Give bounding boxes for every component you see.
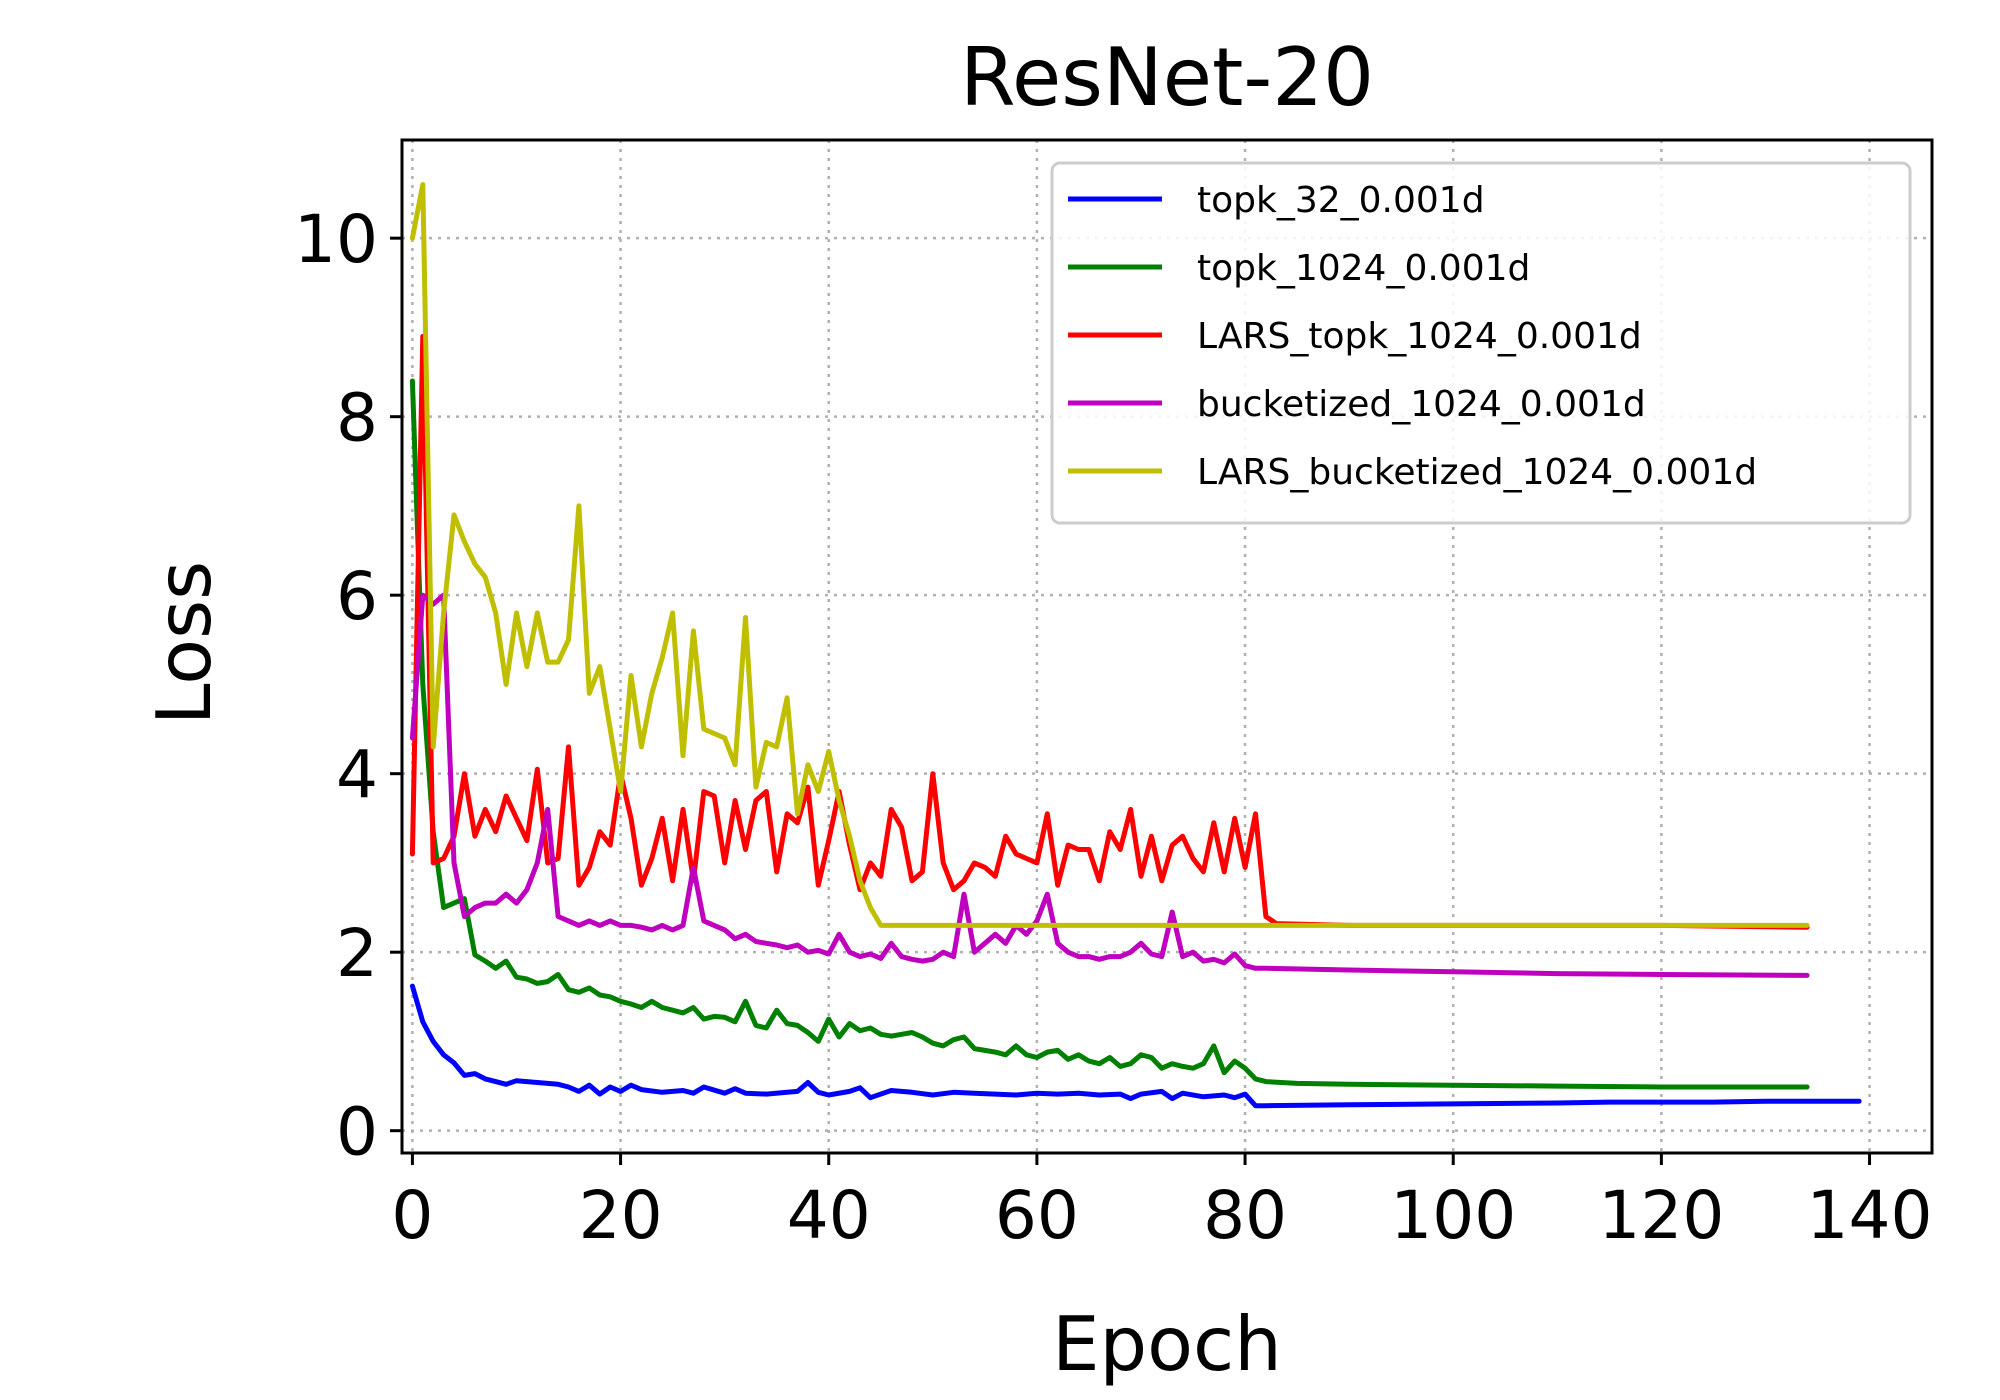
series-lines xyxy=(409,182,1862,1109)
x-tick-label-7: 140 xyxy=(1807,1177,1933,1254)
legend-label-1: topk_1024_0.001d xyxy=(1197,248,1530,289)
legend-box xyxy=(1050,161,1912,525)
series-line-3 xyxy=(409,592,1810,978)
chart-title: ResNet-20 xyxy=(960,31,1374,124)
series-line-4 xyxy=(409,182,1810,928)
y-tick-label-1: 2 xyxy=(336,915,378,992)
y-tick-label-3: 6 xyxy=(336,558,378,635)
y-tick-label-2: 4 xyxy=(336,737,378,814)
legend-label-4: LARS_bucketized_1024_0.001d xyxy=(1197,452,1757,493)
series-line-1 xyxy=(409,378,1810,1090)
x-axis-label: Epoch xyxy=(1052,1300,1282,1388)
legend: topk_32_0.001d topk_1024_0.001d LARS_topk_… xyxy=(1050,161,1912,525)
x-tick-label-0: 0 xyxy=(391,1177,433,1254)
y-tick-label-4: 8 xyxy=(336,380,378,457)
x-tick-label-2: 40 xyxy=(787,1177,871,1254)
series-line-0 xyxy=(409,983,1862,1109)
y-axis-label: Loss xyxy=(140,561,228,726)
legend-label-2: LARS_topk_1024_0.001d xyxy=(1197,316,1642,357)
axis-ticks: 0 20 40 60 80 100 120 140 0 2 4 6 8 10 xyxy=(294,201,1933,1254)
x-tick-label-1: 20 xyxy=(579,1177,663,1254)
y-tick-label-5: 10 xyxy=(294,201,378,278)
legend-label-0: topk_32_0.001d xyxy=(1197,180,1485,221)
plot-frame xyxy=(400,138,1934,1155)
x-tick-label-3: 60 xyxy=(995,1177,1079,1254)
x-tick-label-4: 80 xyxy=(1203,1177,1287,1254)
legend-label-3: bucketized_1024_0.001d xyxy=(1197,384,1646,425)
series-line-2 xyxy=(409,333,1810,930)
x-tick-label-5: 100 xyxy=(1390,1177,1516,1254)
x-tick-label-6: 120 xyxy=(1598,1177,1724,1254)
y-tick-label-0: 0 xyxy=(336,1094,378,1171)
